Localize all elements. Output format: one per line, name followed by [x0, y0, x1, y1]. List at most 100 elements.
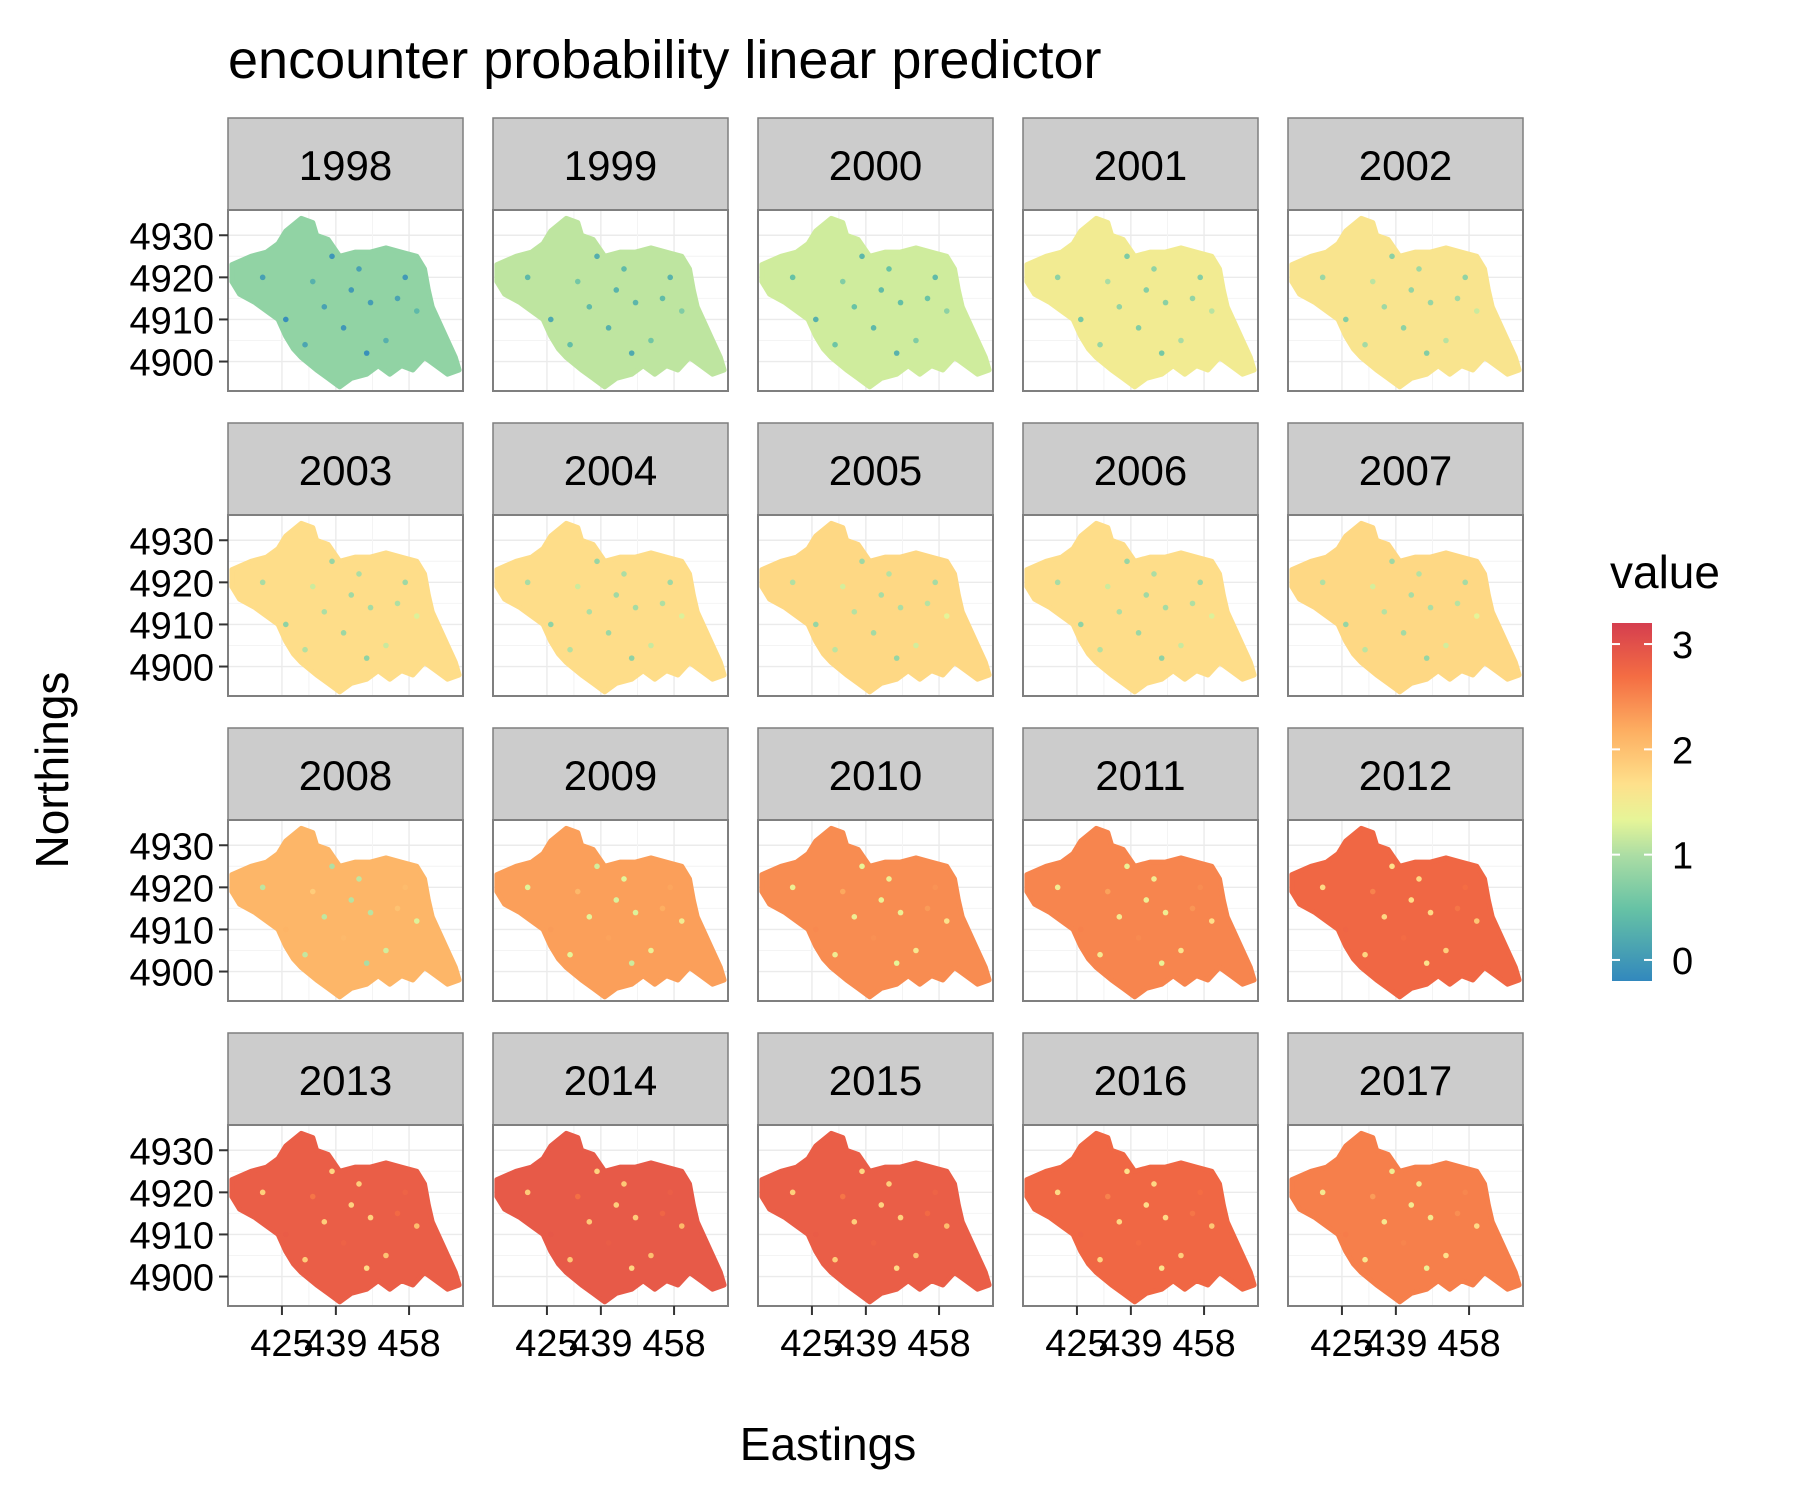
map-point [574, 583, 581, 590]
map-point [524, 1189, 531, 1196]
region-map-2014 [494, 1130, 727, 1305]
map-point [1423, 350, 1430, 356]
map-point [1369, 583, 1376, 590]
panel-border [1287, 819, 1524, 1002]
map-point [329, 1168, 335, 1175]
map-point [812, 316, 819, 323]
map-point [789, 579, 796, 586]
map-point [413, 918, 420, 924]
map-point [886, 1181, 892, 1187]
map-point [1158, 350, 1165, 356]
panel-border [757, 514, 994, 697]
facet-strip-label: 2004 [564, 447, 657, 494]
panel-border [227, 819, 464, 1002]
map-point [1400, 935, 1407, 941]
map-point [574, 888, 581, 895]
y-tick-label: 4900 [129, 343, 214, 385]
facet-strip [1287, 727, 1524, 821]
map-point [309, 1193, 316, 1200]
map-point [613, 1202, 620, 1208]
facet-panel-2005: 2005 [757, 422, 994, 697]
map-point [1189, 1210, 1196, 1217]
map-point [897, 299, 904, 306]
map-point [1362, 341, 1368, 348]
map-point [524, 579, 531, 586]
facet-strip-label: 2016 [1094, 1057, 1187, 1104]
map-point [1189, 295, 1196, 302]
map-point [1416, 876, 1422, 882]
map-point [1369, 1193, 1376, 1200]
map-point [1197, 884, 1204, 891]
map-point [870, 935, 877, 941]
map-point [402, 274, 409, 281]
map-point [1162, 299, 1169, 306]
map-point [913, 337, 919, 344]
panel-border [757, 209, 994, 392]
map-point [367, 299, 374, 306]
map-point [309, 278, 316, 285]
map-point [394, 600, 401, 607]
x-tick-label: 458 [1437, 1323, 1500, 1365]
legend-title: value [1610, 546, 1720, 598]
facet-strip-label: 2003 [299, 447, 392, 494]
map-point [839, 278, 846, 285]
facet-strip [492, 727, 729, 821]
map-point [1054, 1189, 1061, 1196]
map-point [659, 295, 666, 302]
map-point [1189, 600, 1196, 607]
map-point [574, 1193, 581, 1200]
panel-border [1287, 209, 1524, 392]
map-point [1462, 579, 1469, 586]
facet-plot-area [757, 209, 994, 392]
map-point [402, 1189, 409, 1196]
map-point [586, 1219, 593, 1225]
map-point [594, 558, 600, 565]
panel-border [227, 209, 464, 392]
map-point [1197, 1189, 1204, 1196]
map-point [605, 630, 612, 636]
map-point [632, 909, 639, 916]
map-point [394, 295, 401, 302]
map-point [667, 579, 674, 586]
map-point [321, 304, 328, 310]
facet-strip [1022, 117, 1259, 211]
map-point [613, 897, 620, 903]
map-point [586, 304, 593, 310]
panel-border [227, 1124, 464, 1307]
facet-strip-label: 2002 [1359, 142, 1452, 189]
map-point [943, 613, 950, 619]
facet-panel-2012: 2012 [1287, 727, 1524, 1002]
map-point [1416, 266, 1422, 272]
x-tick-label: 425 [1310, 1323, 1373, 1365]
facet-strip-label: 2006 [1094, 447, 1187, 494]
map-point [1389, 1168, 1395, 1175]
map-point [913, 1252, 919, 1259]
facet-strip [492, 1032, 729, 1126]
legend-tick-label: 3 [1672, 625, 1693, 667]
facet-plot-area [492, 209, 729, 392]
map-point [309, 888, 316, 895]
map-point [1197, 579, 1204, 586]
map-point [1077, 316, 1084, 323]
map-point [1208, 308, 1215, 314]
map-point [859, 1168, 865, 1175]
map-point [1427, 1214, 1434, 1221]
facet-strip-label: 2005 [829, 447, 922, 494]
facet-strip [492, 117, 729, 211]
legend-ticks: 0 1 2 3 [1612, 625, 1693, 983]
map-point [1116, 304, 1123, 310]
facet-strip-label: 2001 [1094, 142, 1187, 189]
map-point [943, 1223, 950, 1229]
map-point [1400, 1240, 1407, 1246]
map-point [302, 646, 308, 653]
map-point [1381, 609, 1388, 615]
panel-border [492, 209, 729, 392]
y-tick-label: 4930 [129, 216, 214, 258]
x-tick-label: 439 [834, 1323, 897, 1365]
map-point [870, 630, 877, 636]
map-point [832, 951, 838, 958]
region-map-2009 [494, 825, 727, 1000]
map-point [356, 571, 362, 577]
map-point [943, 918, 950, 924]
